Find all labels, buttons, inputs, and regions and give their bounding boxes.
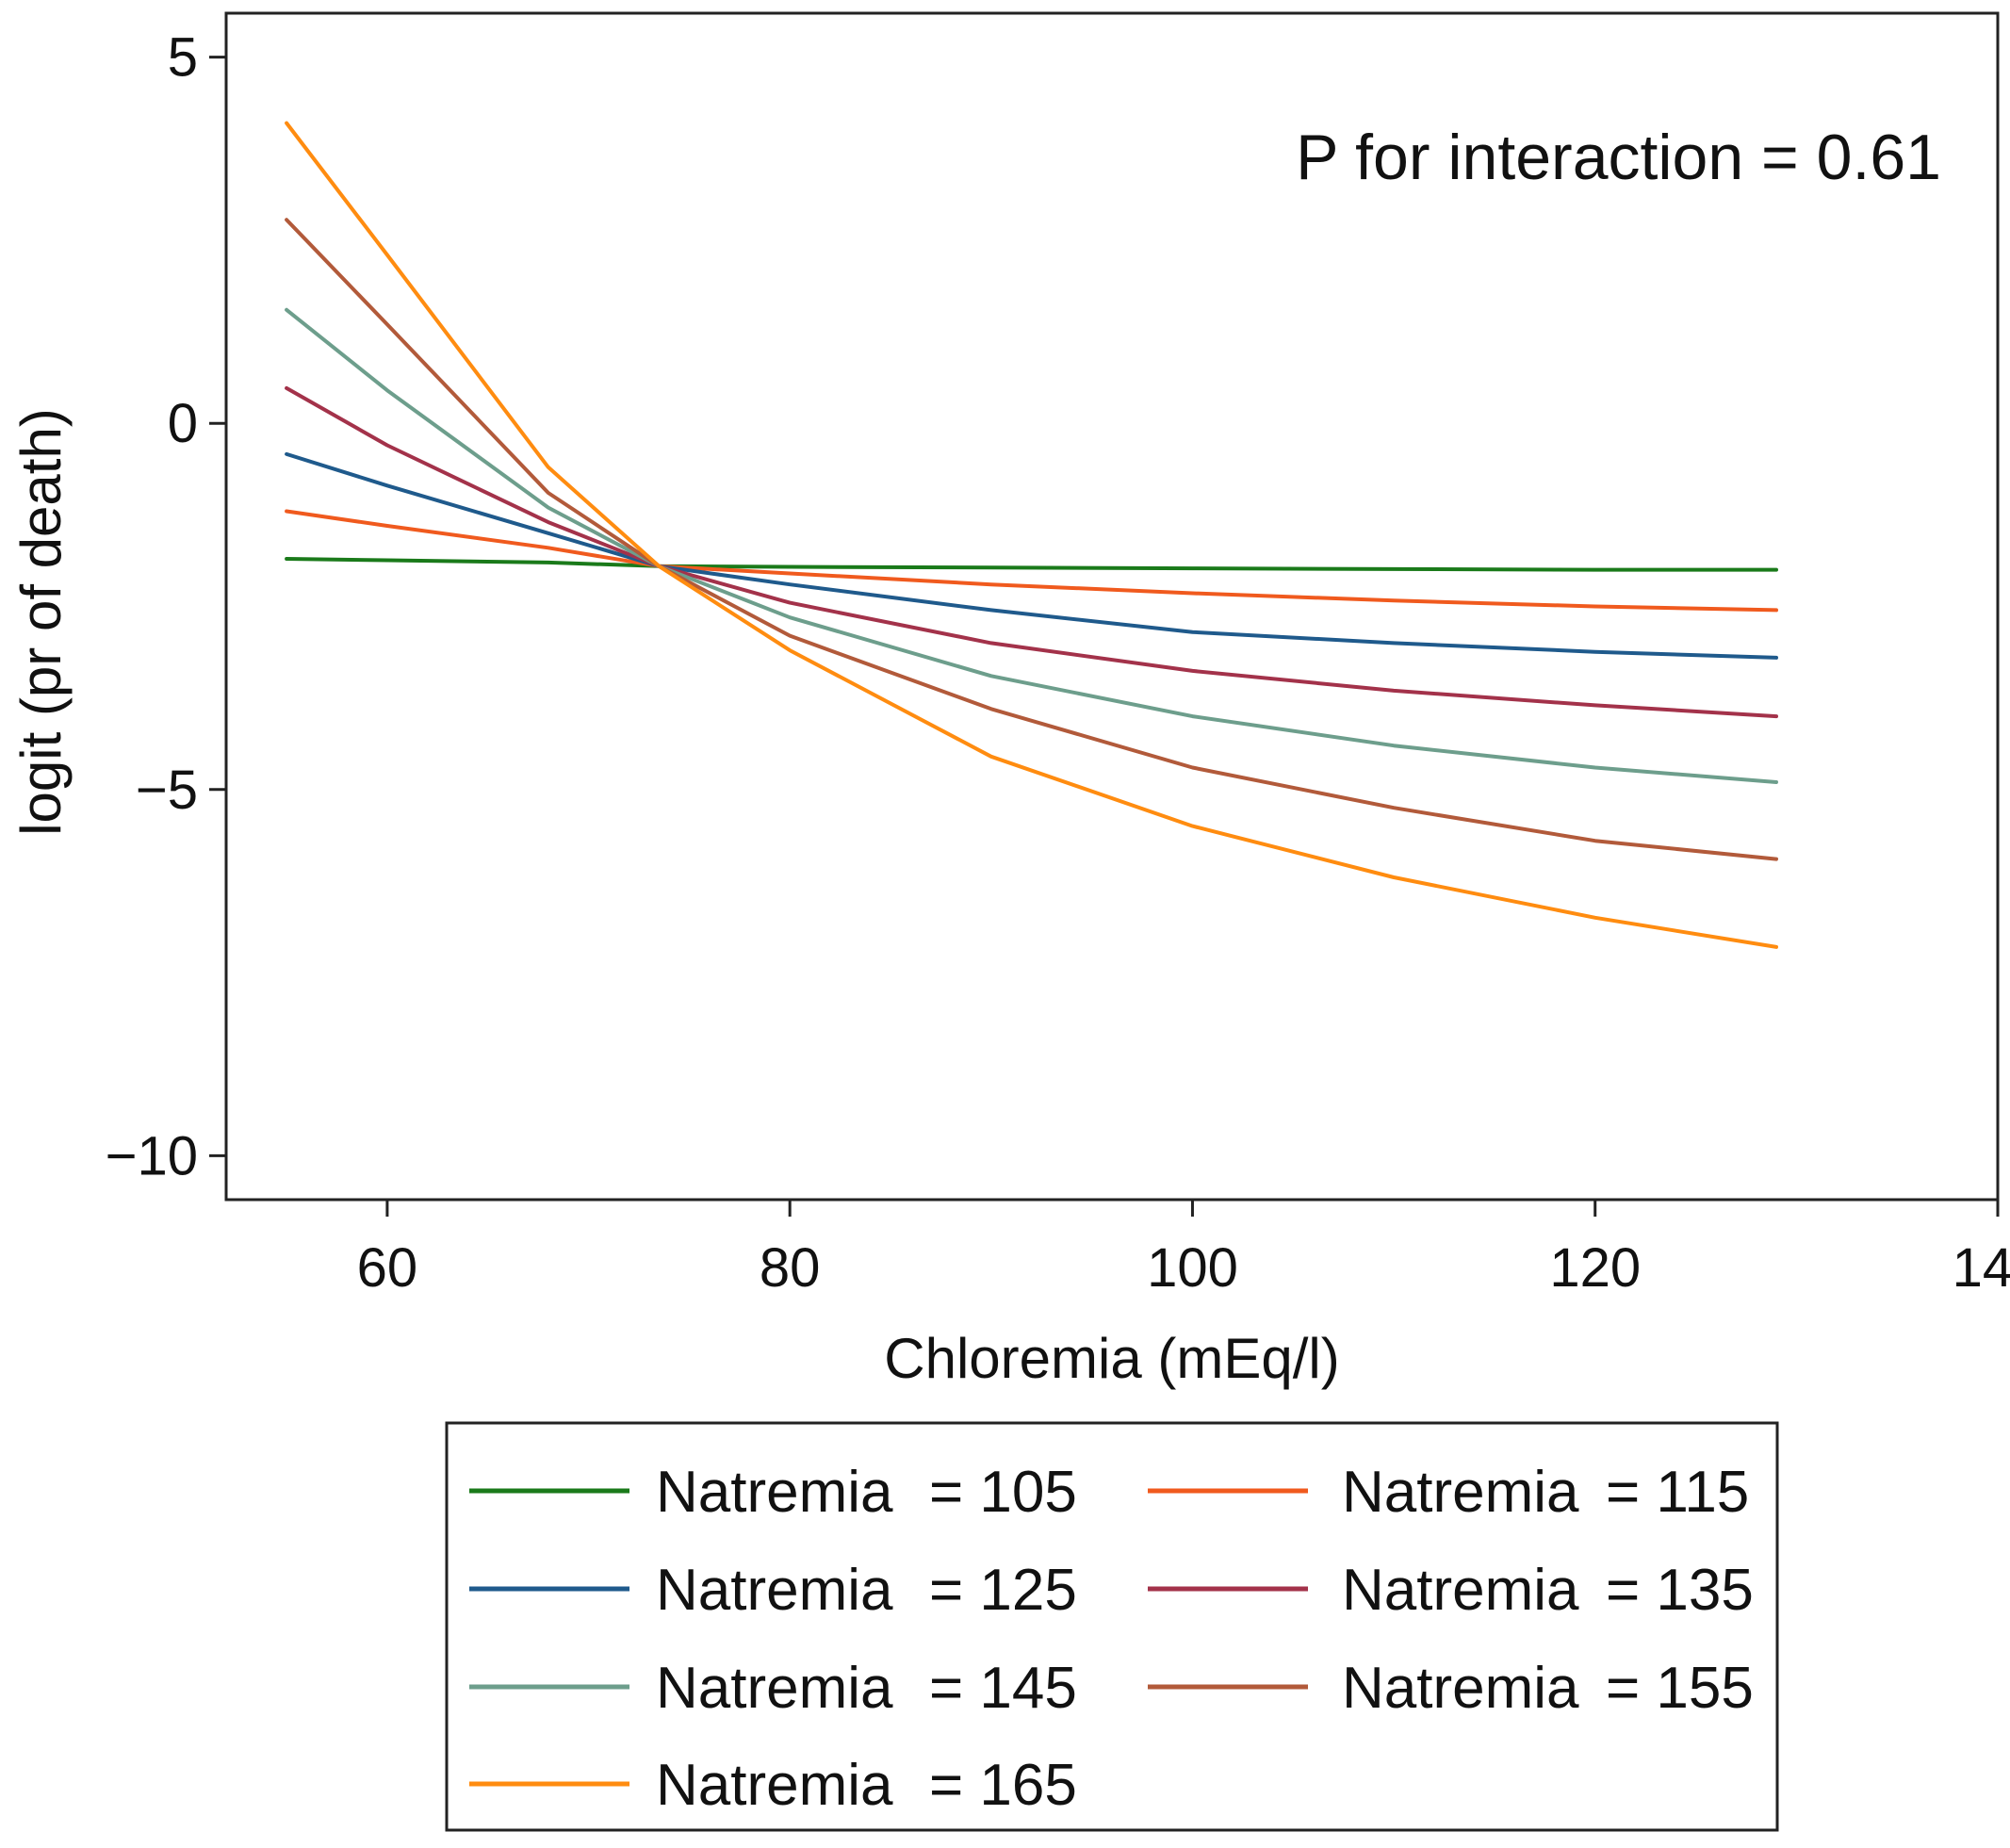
x-tick-label: 140 xyxy=(1953,1237,2010,1299)
legend-value-155: = 155 xyxy=(1606,1656,1754,1721)
plot-frame xyxy=(224,11,2000,1202)
series-line-125 xyxy=(285,451,1778,660)
series-line-145 xyxy=(285,307,1778,784)
x-tick-label: 120 xyxy=(1549,1237,1641,1299)
series-line-155 xyxy=(285,218,1778,861)
legend-label-155: Natremia xyxy=(1342,1656,1579,1721)
legend: Natremia = 105 Natremia = 115 Natremia = 125 N… xyxy=(469,1460,1754,1818)
x-tick-label: 60 xyxy=(357,1237,418,1299)
y-tick-label: −10 xyxy=(106,1125,198,1186)
y-tick-label: −5 xyxy=(136,760,198,821)
legend-frame xyxy=(445,1421,1779,1832)
legend-label-165: Natremia xyxy=(656,1753,893,1818)
y-axis: 5 0 −5 −10 xyxy=(106,27,226,1186)
series-line-105 xyxy=(285,557,1778,572)
x-axis: 60 80 100 120 140 xyxy=(357,1200,2010,1299)
legend-label-125: Natremia xyxy=(656,1558,893,1623)
y-tick-label: 5 xyxy=(168,27,198,89)
series-lines xyxy=(285,121,1778,949)
series-line-165 xyxy=(285,121,1778,949)
legend-label-135: Natremia xyxy=(1342,1558,1579,1623)
x-tick-label: 100 xyxy=(1147,1237,1238,1299)
legend-value-165: = 165 xyxy=(929,1753,1077,1818)
x-axis-title: Chloremia (mEq/l) xyxy=(884,1327,1339,1390)
series-line-135 xyxy=(285,385,1778,719)
legend-value-125: = 125 xyxy=(929,1558,1077,1623)
y-axis-title: logit (pr of death) xyxy=(9,408,73,836)
legend-value-145: = 145 xyxy=(929,1656,1077,1721)
y-tick-label: 0 xyxy=(168,393,198,454)
interaction-annotation: P for interaction = 0.61 xyxy=(1296,122,1941,193)
legend-label-115: Natremia xyxy=(1342,1460,1579,1525)
legend-value-105: = 105 xyxy=(929,1460,1077,1525)
legend-label-105: Natremia xyxy=(656,1460,893,1525)
legend-value-115: = 115 xyxy=(1606,1460,1749,1525)
x-tick-label: 80 xyxy=(760,1237,821,1299)
series-line-115 xyxy=(285,509,1778,613)
legend-label-145: Natremia xyxy=(656,1656,893,1721)
legend-value-135: = 135 xyxy=(1606,1558,1754,1623)
